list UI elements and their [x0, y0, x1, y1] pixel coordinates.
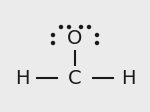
- Circle shape: [80, 26, 82, 28]
- Circle shape: [68, 26, 70, 28]
- Text: O: O: [67, 28, 83, 47]
- Text: C: C: [68, 69, 82, 87]
- Circle shape: [60, 26, 63, 28]
- Text: H: H: [121, 69, 135, 87]
- Circle shape: [51, 42, 54, 44]
- Circle shape: [87, 26, 90, 28]
- Text: H: H: [15, 69, 29, 87]
- Circle shape: [96, 33, 99, 37]
- Circle shape: [96, 42, 99, 44]
- Circle shape: [51, 33, 54, 37]
